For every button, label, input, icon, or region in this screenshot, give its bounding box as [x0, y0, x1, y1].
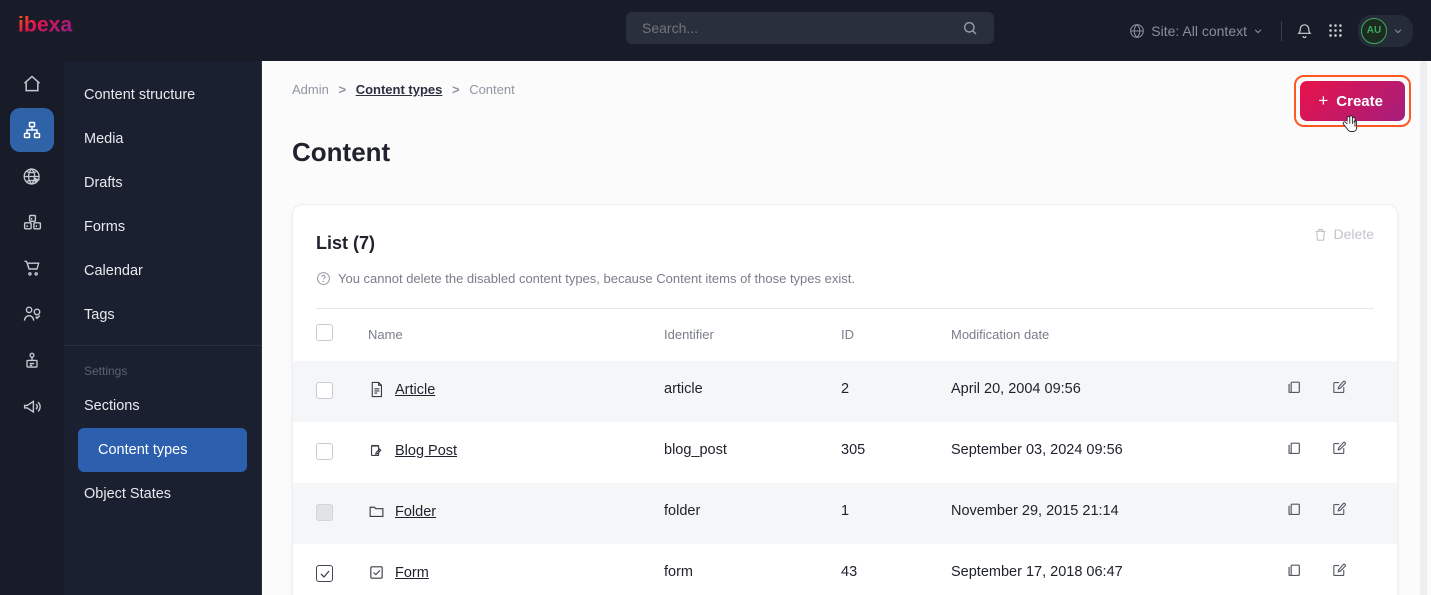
svg-text:ibexa: ibexa [18, 13, 72, 36]
